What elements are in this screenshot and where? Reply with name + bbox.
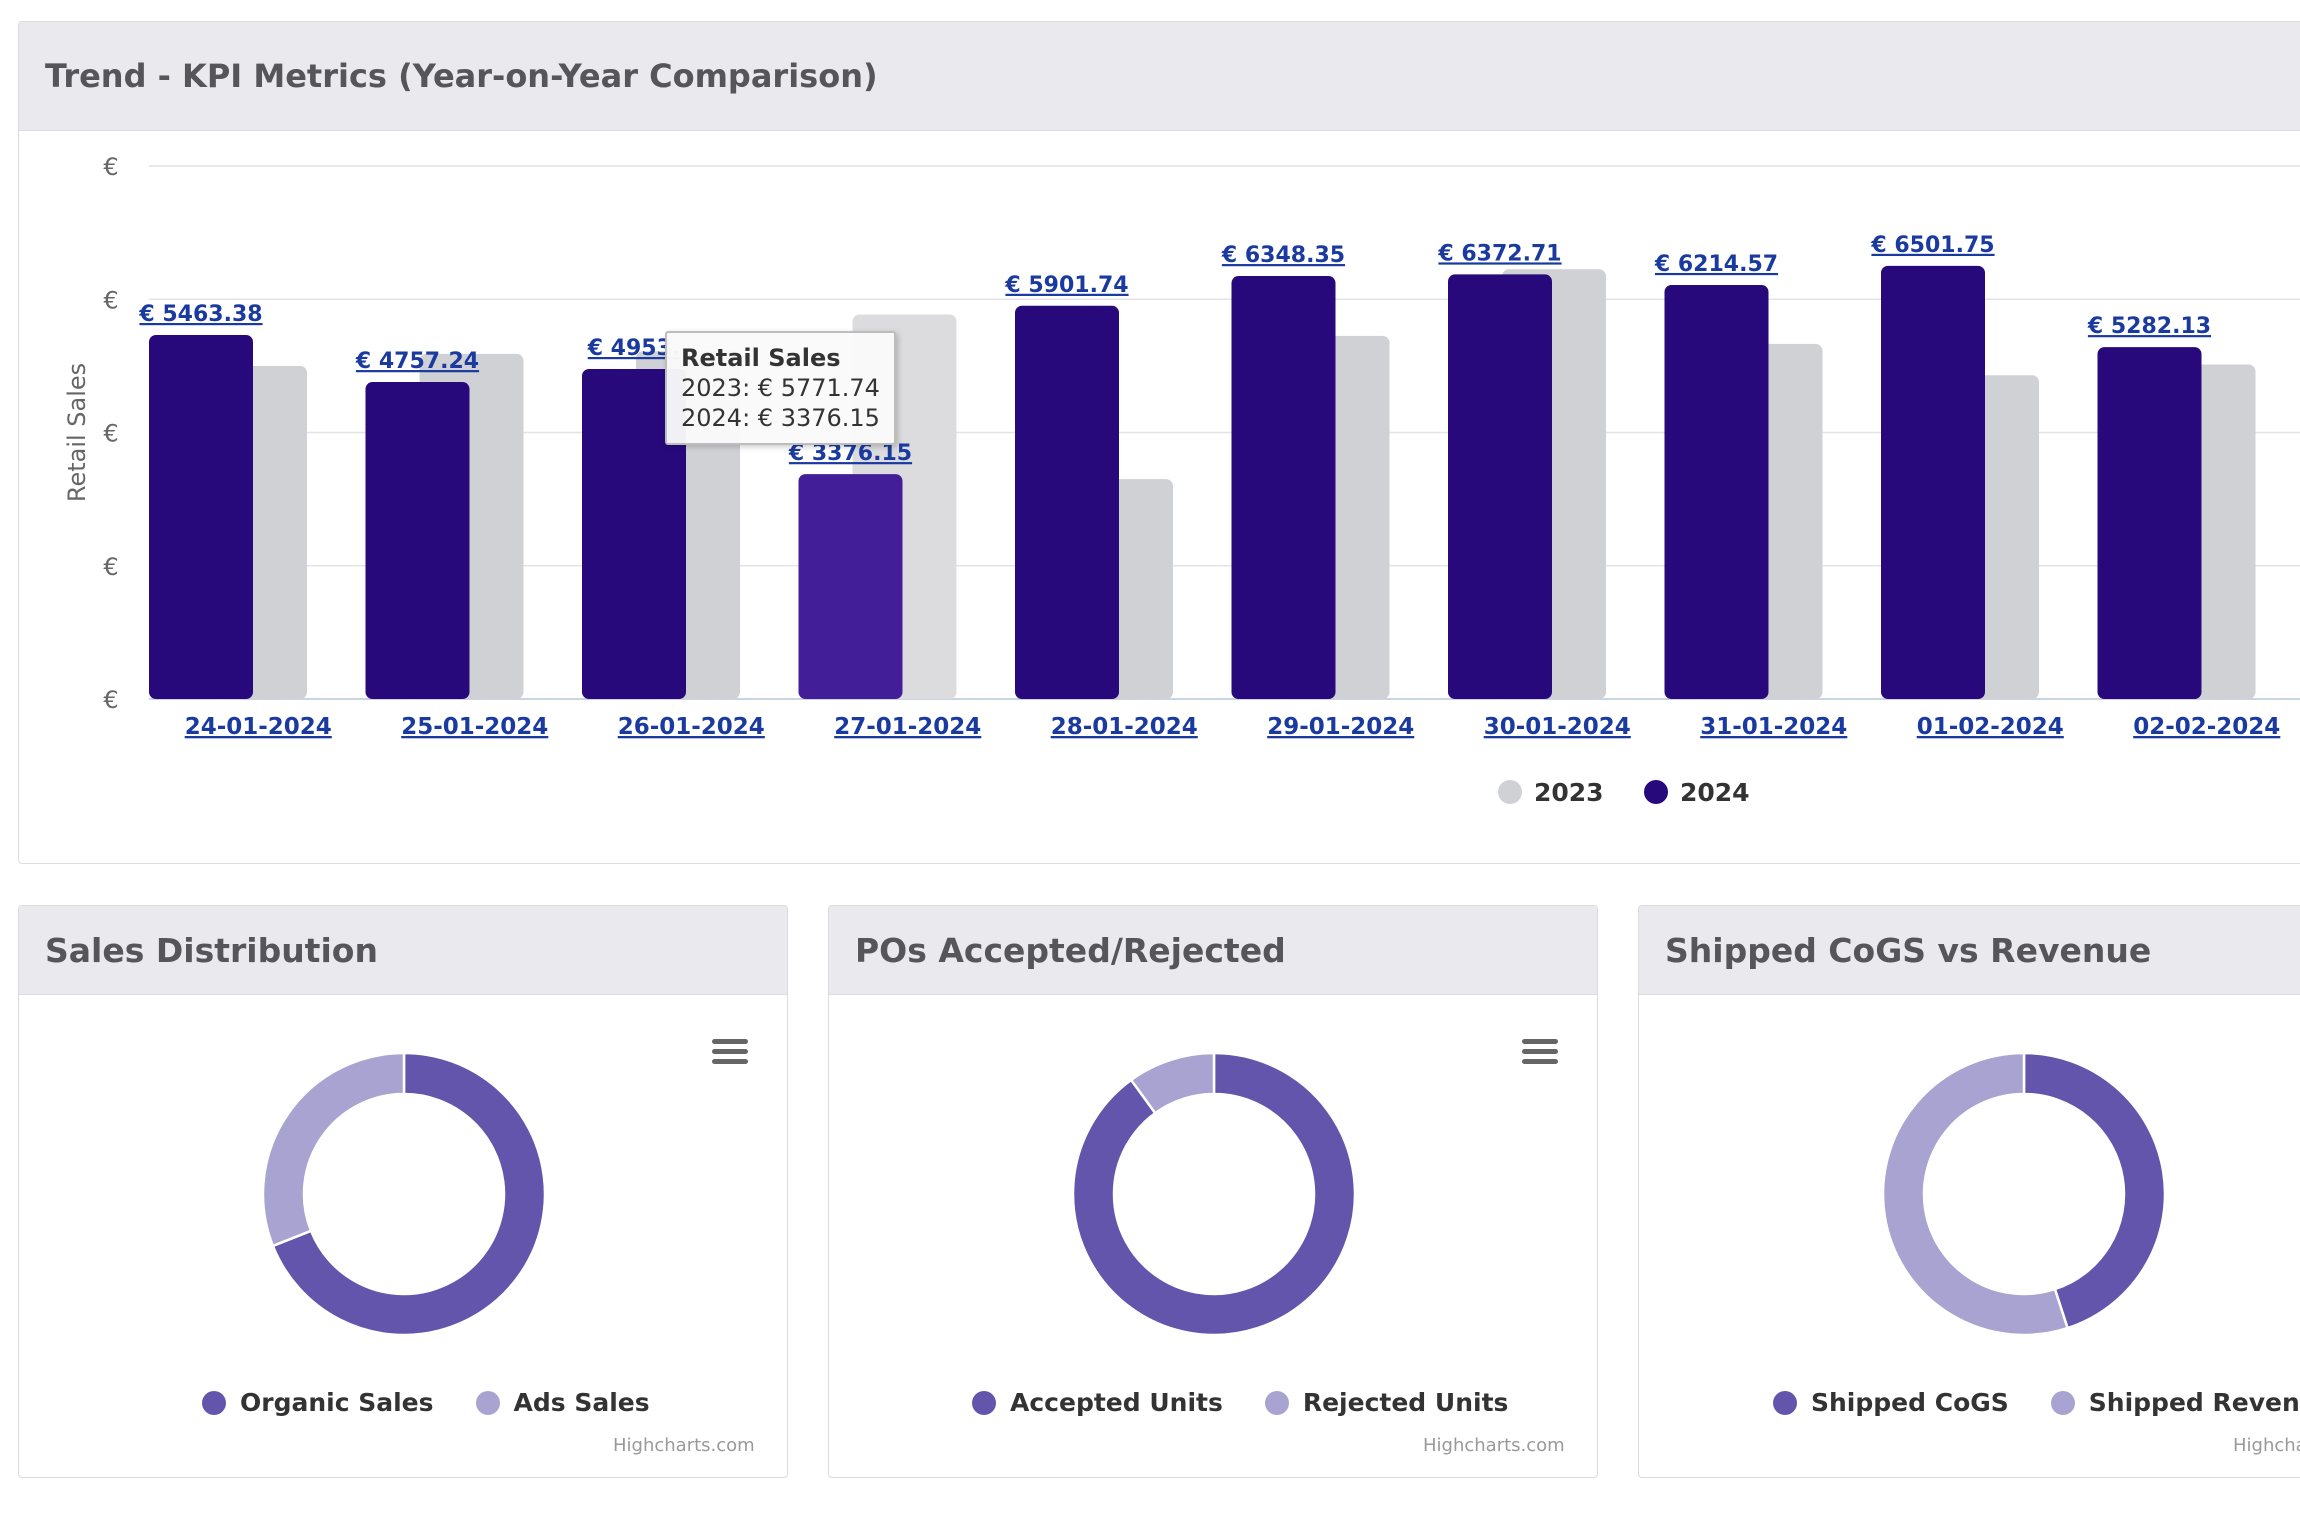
pie-chart-cogs [1881, 1051, 2167, 1337]
bar-2024 [798, 474, 903, 699]
x-tick-label: 28-01-2024 [1051, 714, 1198, 740]
bar-data-label: € 5901.74 [1004, 273, 1128, 298]
bar-2024 [1448, 274, 1552, 699]
y-tick-label: € [103, 420, 118, 448]
cogs-title: Shipped CoGS vs Revenue [1639, 906, 2300, 995]
bar-2024 [2097, 347, 2202, 699]
legend-item[interactable]: Accepted Units [972, 1388, 1223, 1417]
bar-2024 [1881, 265, 1985, 699]
x-tick-label: 24-01-2024 [185, 714, 332, 740]
tooltip-line-2023: 2023: € 5771.74 [681, 374, 880, 402]
pos-panel: POs Accepted/Rejected Accepted Units Reje… [828, 905, 1598, 1478]
legend-label: Ads Sales [513, 1388, 650, 1417]
bar-2024 [1015, 305, 1119, 699]
tooltip-line-2024: 2024: € 3376.15 [681, 404, 880, 432]
y-tick-label: € [103, 153, 118, 181]
bar-data-label: € 4757.24 [355, 349, 479, 374]
pos-title: POs Accepted/Rejected [829, 906, 1597, 995]
bar-2024 [1664, 284, 1769, 699]
legend-dot [1264, 1390, 1289, 1415]
x-tick-label: 30-01-2024 [1484, 714, 1631, 740]
x-tick-label: 25-01-2024 [401, 714, 548, 740]
legend-dot [202, 1390, 226, 1415]
legend-dot [475, 1390, 500, 1415]
trend-title: Trend - KPI Metrics (Year-on-Year Compar… [19, 22, 2300, 131]
chart-tooltip: Retail Sales 2023: € 5771.74 2024: € 337… [665, 331, 896, 445]
pie-slice [1129, 1051, 1216, 1115]
y-tick-label: € [103, 286, 118, 314]
bar-data-label: € 6214.57 [1654, 252, 1778, 277]
bar-2024 [582, 369, 686, 699]
legend-dot [1644, 780, 1668, 804]
cogs-panel: Shipped CoGS vs Revenue Shipped CoGS Ship… [1638, 905, 2300, 1478]
trend-panel: Trend - KPI Metrics (Year-on-Year Compar… [18, 21, 2300, 864]
pie-slice [1071, 1051, 1357, 1337]
bar-data-label: € 6372.71 [1437, 241, 1561, 266]
chart-menu-icon[interactable] [1522, 1039, 1558, 1069]
x-tick-label: 01-02-2024 [1917, 714, 2064, 740]
y-tick-label: € [103, 686, 118, 714]
bar-data-label: € 5463.38 [138, 302, 262, 327]
legend-item[interactable]: Ads Sales [475, 1388, 650, 1417]
highcharts-credit[interactable]: Highcharts.com [613, 1435, 755, 1456]
pie-chart-sales-distribution [261, 1051, 547, 1337]
legend-label: 2023 [1534, 778, 1604, 807]
pie-slice [1881, 1051, 2070, 1337]
legend-label: Shipped CoGS [1811, 1388, 2009, 1417]
y-tick-label: € [103, 553, 118, 581]
chart-menu-icon[interactable] [712, 1039, 748, 1069]
pie-slice [2022, 1051, 2167, 1330]
legend-label: Rejected Units [1302, 1388, 1509, 1417]
legend-item[interactable]: Shipped Revenue [2050, 1388, 2300, 1417]
legend-label: Organic Sales [240, 1388, 434, 1417]
bar-data-label: € 5282.13 [2087, 314, 2211, 339]
x-tick-label: 26-01-2024 [618, 714, 765, 740]
legend-label: 2024 [1680, 778, 1750, 807]
highcharts-credit[interactable]: Highcharts.com [1423, 1435, 1565, 1456]
pie-chart-pos [1071, 1051, 1357, 1337]
bar-2024 [365, 382, 470, 699]
bar-data-label: € 6501.75 [1870, 233, 1994, 258]
pie-slice [261, 1051, 406, 1248]
pie-legend: Shipped CoGS Shipped Revenue [1773, 1388, 2300, 1417]
legend-label: Accepted Units [1010, 1388, 1223, 1417]
bar-data-label: € 6348.35 [1221, 243, 1345, 268]
legend-dot [1773, 1390, 1797, 1415]
x-tick-label: 27-01-2024 [834, 714, 981, 740]
bar-2024 [149, 335, 253, 699]
y-axis-title: Retail Sales [63, 363, 91, 502]
pie-slice [271, 1051, 547, 1337]
legend-label: Shipped Revenue [2088, 1388, 2300, 1417]
legend-dot [1498, 780, 1522, 804]
legend-item[interactable]: Organic Sales [202, 1388, 434, 1417]
legend-dot [972, 1390, 996, 1415]
x-tick-label: 29-01-2024 [1267, 714, 1414, 740]
bar-2024 [1231, 276, 1336, 699]
bar-chart: € € € € € Retail Sales € 5463.38 24-01-2024 € 47… [63, 153, 2300, 807]
highcharts-credit[interactable]: Highcharts.com [2233, 1435, 2300, 1456]
bar-data-label: € 4953. [587, 336, 681, 361]
pie-legend: Organic Sales Ads Sales [202, 1388, 692, 1417]
sales-distribution-title: Sales Distribution [19, 906, 787, 995]
tooltip-title: Retail Sales [681, 344, 841, 372]
legend-item[interactable]: Shipped CoGS [1773, 1388, 2009, 1417]
x-tick-label: 02-02-2024 [2133, 714, 2280, 740]
pie-legend: Accepted Units Rejected Units [972, 1388, 1550, 1417]
sales-distribution-panel: Sales Distribution Organic Sales Ads Sale… [18, 905, 788, 1478]
legend-dot [2050, 1390, 2075, 1415]
legend-item[interactable]: Rejected Units [1264, 1388, 1509, 1417]
x-tick-label: 31-01-2024 [1700, 714, 1847, 740]
bar-data-label: € 3376.15 [788, 441, 912, 466]
